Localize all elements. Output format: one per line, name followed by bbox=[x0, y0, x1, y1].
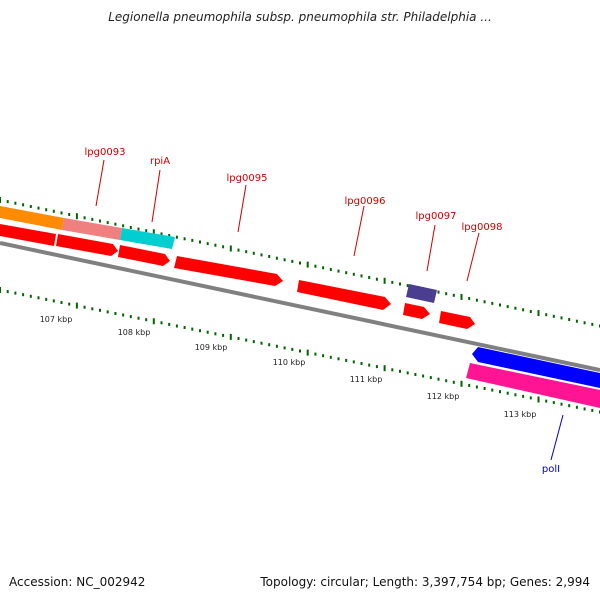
tick-label: 108 kbp bbox=[118, 328, 151, 337]
gene-label-lpg0093[interactable]: lpg0093 bbox=[85, 147, 126, 158]
tick-label: 111 kbp bbox=[350, 375, 383, 384]
reverse-genes[interactable] bbox=[466, 347, 600, 408]
cyan-feature[interactable] bbox=[120, 228, 175, 249]
pink-gene-arrow[interactable] bbox=[466, 363, 600, 408]
feature-bar[interactable] bbox=[0, 206, 175, 249]
leader-line bbox=[237, 184, 247, 233]
gene-arrow[interactable] bbox=[118, 245, 170, 266]
salmon-feature[interactable] bbox=[62, 218, 122, 240]
gene-arrow[interactable] bbox=[297, 280, 391, 310]
leader-line bbox=[353, 205, 365, 257]
genome-title: Legionella pneumophila subsp. pneumophil… bbox=[108, 10, 492, 24]
purple-feature[interactable] bbox=[406, 284, 437, 303]
tick-label: 113 kbp bbox=[504, 410, 537, 419]
orange-feature[interactable] bbox=[0, 206, 64, 230]
gene-arrow[interactable] bbox=[403, 303, 430, 319]
forward-genes[interactable] bbox=[0, 224, 475, 329]
tick-labels: 107 kbp 108 kbp 109 kbp 110 kbp 111 kbp … bbox=[40, 315, 537, 419]
gene-label-lpg0097[interactable]: lpg0097 bbox=[416, 211, 457, 222]
gene-arrow[interactable] bbox=[439, 311, 475, 329]
gene-label-lpg0095[interactable]: lpg0095 bbox=[227, 173, 268, 184]
leader-line bbox=[95, 159, 105, 207]
tick-label: 107 kbp bbox=[40, 315, 73, 324]
outer-tick-track bbox=[0, 197, 600, 328]
genome-stats-text: Topology: circular; Length: 3,397,754 bp… bbox=[260, 575, 590, 589]
backbone-line bbox=[0, 241, 600, 372]
leader-line bbox=[466, 232, 480, 282]
gene-label-polI[interactable]: polI bbox=[542, 464, 560, 475]
gene-arrow[interactable] bbox=[174, 256, 283, 286]
gene-label-lpg0098[interactable]: lpg0098 bbox=[462, 222, 503, 233]
accession-text: Accession: NC_002942 bbox=[9, 575, 146, 589]
leader-line bbox=[550, 414, 564, 461]
leader-line bbox=[426, 224, 436, 272]
label-leaders bbox=[95, 159, 564, 461]
blue-gene-arrow[interactable] bbox=[472, 347, 600, 388]
gene-arrow[interactable] bbox=[0, 224, 56, 246]
inner-tick-track bbox=[0, 287, 600, 414]
tick-label: 112 kbp bbox=[427, 392, 460, 401]
tick-label: 109 kbp bbox=[195, 343, 228, 352]
leader-line bbox=[151, 169, 161, 223]
gene-label-lpg0096[interactable]: lpg0096 bbox=[345, 196, 386, 207]
tick-label: 110 kbp bbox=[273, 358, 306, 367]
gene-arrow[interactable] bbox=[56, 234, 118, 256]
gene-label-rpiA[interactable]: rpiA bbox=[150, 156, 170, 167]
gene-labels: lpg0093 rpiA lpg0095 lpg0096 lpg0097 lpg… bbox=[85, 147, 561, 475]
